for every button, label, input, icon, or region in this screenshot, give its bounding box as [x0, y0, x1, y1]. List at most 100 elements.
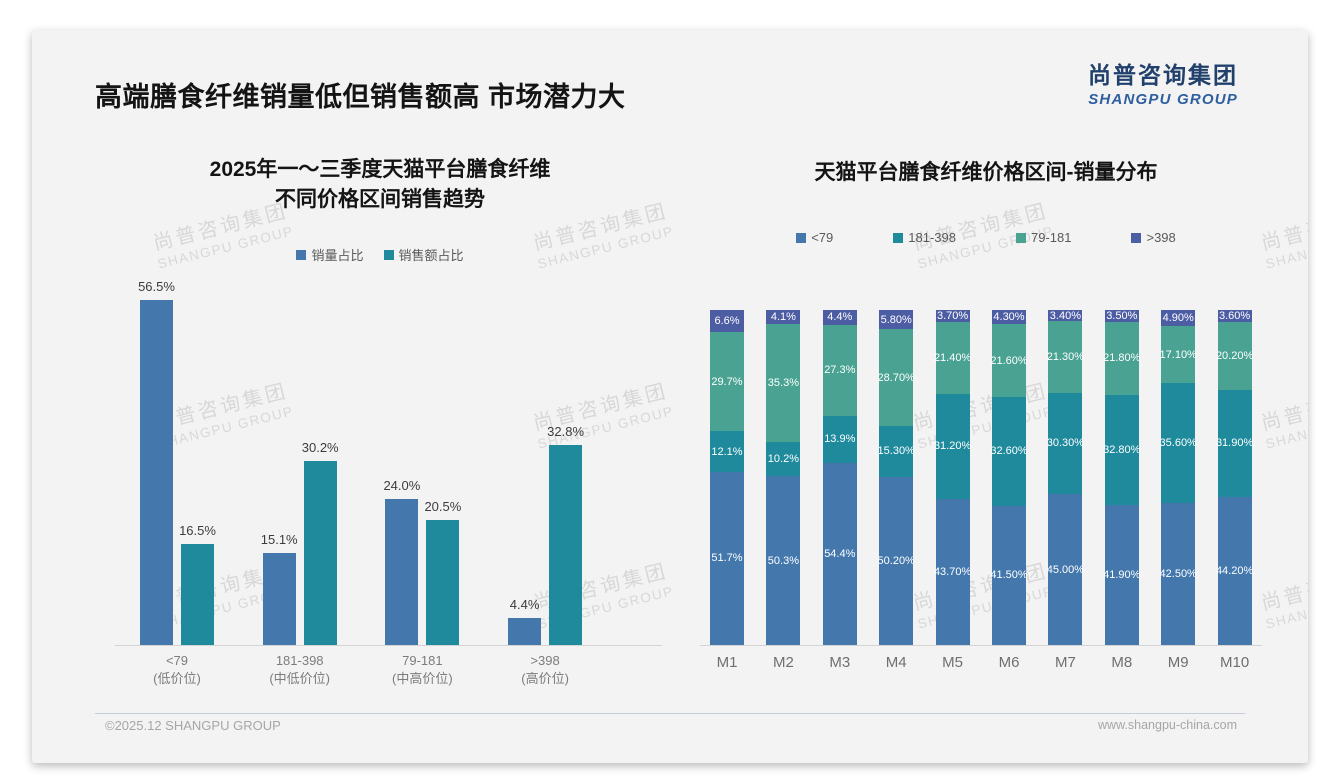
stack-segment [992, 310, 1026, 325]
x-axis-label: >398 (高价位) [521, 653, 569, 686]
stack-segment [822, 416, 857, 463]
segment-value-label: 4.30% [993, 311, 1025, 324]
segment-value-label: 42.50% [1159, 567, 1197, 580]
right-chart-title: 天猫平台膳食纤维价格区间-销量分布 [700, 158, 1272, 188]
stack-segment [1161, 309, 1196, 327]
stack-segment [1217, 322, 1252, 391]
stack-segment [710, 431, 744, 472]
left-chart-title-line2: 不同价格区间销售趋势 [275, 188, 485, 211]
segment-value-label: 4.1% [770, 311, 796, 324]
stack-segment [879, 476, 914, 645]
segment-value-label: 3.70% [936, 310, 969, 323]
left-chart-legend: 销量占比 销售额占比 [100, 245, 660, 264]
footer: ©2025.12 SHANGPU GROUP www.shangpu-china… [105, 718, 1237, 733]
legend-swatch [1016, 232, 1026, 243]
stack-segment [1048, 321, 1083, 393]
segment-value-label: 21.40% [933, 352, 972, 365]
x-axis-label: <79 (低价位) [153, 653, 201, 686]
x-axis-label: M3 [829, 654, 851, 671]
stack-segment [1048, 494, 1083, 645]
segment-value-label: 35.60% [1159, 436, 1197, 449]
bar-value-label: 15.1% [260, 531, 298, 547]
legend-swatch [296, 249, 307, 260]
segment-value-label: 27.3% [824, 364, 856, 377]
stack-segment [992, 324, 1026, 397]
legend-label: >398 [1146, 230, 1176, 245]
segment-value-label: 21.60% [990, 354, 1028, 367]
bar [426, 519, 460, 645]
logo-text-en: SHANGPU GROUP [1088, 91, 1238, 108]
x-axis-label: M10 [1220, 654, 1250, 671]
segment-value-label: 28.70% [877, 371, 915, 384]
company-logo: 尚普咨询集团 SHANGPU GROUP [1088, 56, 1238, 108]
bar [303, 460, 337, 645]
logo-text-cn: 尚普咨询集团 [1088, 62, 1238, 88]
x-axis-label: M9 [1167, 654, 1189, 671]
stack-segment [879, 425, 914, 477]
x-axis-label: 79-181 (中高价位) [392, 653, 453, 686]
stack-segment [1048, 310, 1083, 322]
segment-value-label: 32.60% [990, 445, 1028, 458]
segment-value-label: 31.20% [933, 440, 972, 453]
segment-value-label: 13.9% [824, 433, 856, 446]
bar-value-label: 24.0% [383, 477, 421, 493]
right-chart-legend-item: 79-181 [1016, 230, 1071, 245]
stack-segment [879, 329, 914, 426]
segment-value-label: 35.3% [767, 377, 799, 390]
stack-segment [822, 462, 857, 645]
footer-copyright: ©2025.12 SHANGPU GROUP [105, 718, 281, 733]
stack-segment [935, 310, 970, 323]
legend-label: 79-181 [1031, 230, 1072, 245]
bar [385, 498, 419, 645]
segment-value-label: 17.10% [1159, 348, 1197, 361]
segment-value-label: 41.90% [1103, 568, 1141, 581]
x-axis-label: M8 [1111, 654, 1133, 671]
stack-segment [1161, 383, 1196, 503]
segment-value-label: 12.1% [711, 445, 743, 458]
x-axis-label: M2 [772, 654, 794, 671]
stack-segment [766, 310, 801, 325]
left-chart-legend-item: 销量占比 [296, 245, 364, 264]
bar-value-label: 32.8% [547, 423, 585, 439]
segment-value-label: 3.40% [1049, 309, 1081, 322]
stack-segment [710, 331, 744, 432]
stack-segment [1217, 310, 1252, 323]
x-axis-label: M7 [1054, 654, 1076, 671]
bar-value-label: 56.5% [138, 279, 175, 295]
right-chart-legend: <79 181-398 79-181 >398 [700, 230, 1272, 245]
right-chart-legend-item: <79 [796, 230, 833, 245]
x-axis-label: M6 [998, 654, 1020, 671]
footer-divider [95, 713, 1245, 714]
stack-segment [935, 322, 970, 395]
segment-value-label: 5.80% [880, 313, 912, 326]
stack-segment [935, 498, 970, 645]
legend-swatch [1131, 232, 1142, 243]
slide-card: 尚普咨询集团 SHANGPU GROUP 尚普咨询集团 SHANGPU GROUP 尚普… [32, 30, 1308, 763]
segment-value-label: 43.70% [933, 565, 972, 578]
bar [508, 618, 542, 645]
x-axis-label: M4 [885, 654, 907, 671]
bar [140, 300, 173, 645]
stack-segment [1104, 394, 1139, 505]
stack-segment [1104, 504, 1139, 645]
stack-segment [766, 324, 801, 443]
segment-value-label: 50.20% [877, 554, 915, 567]
footer-url: www.shangpu-china.com [1098, 718, 1237, 732]
stack-segment [710, 471, 744, 645]
segment-value-label: 3.60% [1218, 310, 1251, 323]
stack-segment [879, 310, 914, 330]
bar-value-label: 4.4% [509, 597, 540, 613]
segment-value-label: 32.80% [1103, 443, 1141, 456]
legend-label: 181-398 [908, 230, 956, 245]
page-title: 高端膳食纤维销量低但销售额高 市场潜力大 [95, 82, 626, 112]
stack-segment [1104, 310, 1139, 322]
segment-value-label: 44.20% [1215, 564, 1254, 577]
stack-segment [766, 476, 801, 645]
right-chart-legend-item: 181-398 [893, 230, 956, 245]
segment-value-label: 45.00% [1046, 563, 1085, 576]
bar [549, 444, 583, 645]
stack-segment [710, 309, 744, 332]
stack-segment [1161, 502, 1196, 645]
segment-value-label: 4.4% [827, 311, 853, 324]
stack-segment [1161, 326, 1196, 384]
